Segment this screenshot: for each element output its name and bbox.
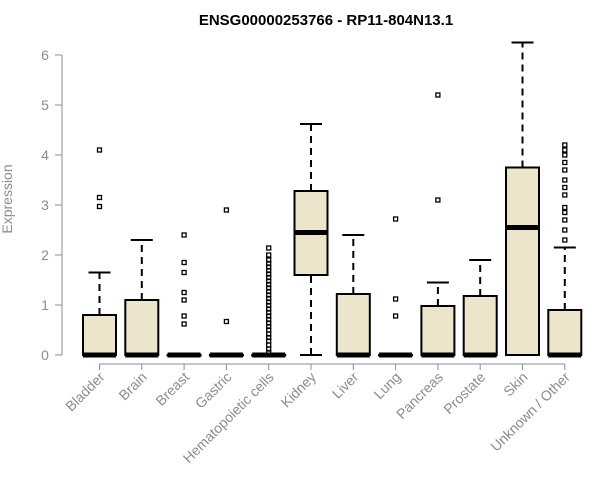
- outlier-point: [181, 297, 187, 303]
- y-axis-label: Expression: [0, 164, 15, 233]
- box-kidney: [293, 123, 329, 356]
- outlier-point: [562, 159, 568, 166]
- outlier-point: [562, 142, 568, 148]
- outlier-point: [96, 147, 103, 153]
- outlier-point: [562, 192, 568, 198]
- outlier-point: [562, 209, 568, 216]
- outlier-point: [181, 259, 187, 266]
- box-bladder: [82, 147, 117, 358]
- outlier-point: [562, 227, 568, 233]
- x-tick-label: Kidney: [278, 369, 320, 411]
- outlier-point: [562, 204, 568, 211]
- outlier-point: [562, 237, 568, 243]
- outlier-point: [266, 252, 272, 258]
- outlier-point: [562, 152, 568, 158]
- box-body: [124, 299, 160, 356]
- box-body: [82, 314, 117, 356]
- x-tick-label: Unknown / Other: [487, 369, 573, 455]
- box-gastric: [208, 207, 244, 358]
- y-tick-label: 5: [41, 97, 49, 113]
- y-tick-label: 3: [41, 197, 49, 213]
- box-breast: [166, 232, 202, 358]
- box-unknown-other: [547, 142, 583, 358]
- y-tick-label: 6: [41, 47, 49, 63]
- box-skin: [505, 41, 540, 356]
- x-tick-label: Lung: [370, 369, 403, 402]
- outlier-point: [266, 257, 272, 263]
- outlier-point: [392, 216, 399, 222]
- y-tick-label: 0: [41, 347, 49, 363]
- x-tick-label: Skin: [500, 369, 531, 400]
- outlier-point: [181, 313, 187, 319]
- outlier-point: [562, 177, 568, 183]
- box-body: [335, 293, 371, 356]
- outlier-point: [223, 318, 230, 325]
- box-hematopoietic-cells: [251, 245, 287, 358]
- boxes-group: [82, 41, 583, 358]
- outlier-point: [392, 296, 399, 302]
- box-brain: [124, 239, 160, 358]
- box-lung: [378, 216, 414, 358]
- y-tick-label: 4: [41, 147, 49, 163]
- outlier-point: [181, 269, 187, 276]
- y-tick-label: 1: [41, 297, 49, 313]
- outlier-point: [181, 289, 187, 296]
- outlier-point: [562, 167, 568, 173]
- outlier-point: [562, 184, 568, 191]
- box-body: [547, 309, 583, 356]
- box-pancreas: [420, 92, 456, 358]
- x-tick-label: Bladder: [62, 369, 108, 415]
- outlier-point: [435, 197, 441, 203]
- outlier-point: [181, 321, 187, 327]
- y-axis: 0 1 2 3 4 5 6: [41, 47, 63, 363]
- outlier-point: [562, 147, 568, 153]
- box-body: [420, 305, 456, 356]
- y-tick-label: 2: [41, 247, 49, 263]
- outlier-point: [96, 194, 103, 201]
- x-tick-label: Prostate: [440, 369, 488, 417]
- box-liver: [335, 234, 371, 358]
- outlier-point: [223, 207, 230, 213]
- outlier-point: [562, 217, 568, 223]
- x-tick-label: Brain: [115, 369, 149, 403]
- box-prostate: [462, 259, 498, 358]
- x-tick-label: Liver: [329, 369, 362, 402]
- outlier-point: [181, 232, 187, 238]
- outlier-point: [266, 245, 272, 251]
- outlier-point: [392, 313, 399, 319]
- box-body: [505, 166, 540, 356]
- chart-title: ENSG00000253766 - RP11-804N13.1: [199, 12, 453, 29]
- outlier-point: [435, 92, 441, 98]
- box-body: [462, 295, 498, 356]
- x-tick-label: Breast: [152, 369, 192, 409]
- outlier-point: [96, 203, 103, 210]
- x-tick-label: Pancreas: [393, 369, 446, 422]
